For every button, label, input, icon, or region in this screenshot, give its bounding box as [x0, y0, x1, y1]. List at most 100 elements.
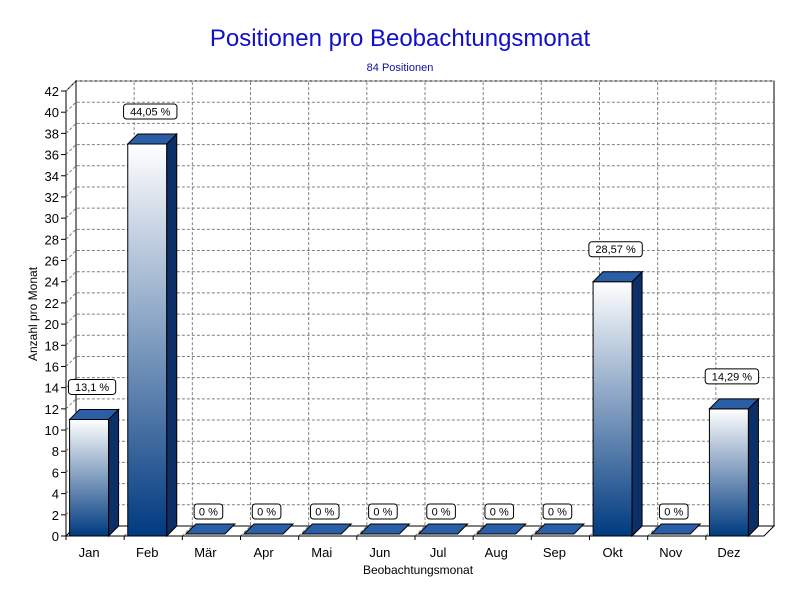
grid-line-vertical — [298, 81, 310, 537]
y-tick-label: 0 — [52, 529, 59, 544]
data-label-Sep: 0 % — [542, 503, 573, 520]
bar-Mär — [184, 523, 237, 535]
data-label-Jul: 0 % — [426, 503, 456, 520]
bar-Feb — [126, 132, 178, 538]
data-label-Mär: 0 % — [193, 503, 224, 520]
data-label-text: 0 % — [199, 507, 218, 519]
x-tick-label: Dez — [717, 545, 740, 560]
bar-top — [533, 523, 586, 535]
data-label-box — [426, 503, 456, 520]
data-label-text: 0 % — [664, 507, 683, 519]
data-label-box — [484, 503, 515, 520]
bar-top — [301, 523, 353, 535]
bar-Dez — [708, 397, 760, 538]
bar-top — [417, 523, 469, 535]
bar-top — [708, 398, 760, 410]
grid-line-vertical — [530, 81, 542, 537]
x-tick-label: Jun — [369, 545, 390, 560]
data-label-Nov: 0 % — [658, 503, 689, 520]
data-label-box — [67, 378, 117, 395]
bar-top — [242, 523, 295, 535]
bar-front — [708, 408, 749, 537]
y-tick-label: 42 — [45, 84, 59, 99]
x-axis-label: Beobachtungsmonat — [363, 563, 474, 577]
bar-front — [127, 143, 168, 537]
bar-Jan — [68, 408, 120, 538]
data-label-box — [193, 503, 224, 520]
bar-side — [631, 270, 643, 538]
y-tick-label: 18 — [45, 338, 59, 353]
bar-Sep — [533, 523, 586, 535]
data-label-text: 44,05 % — [130, 106, 171, 118]
data-label-box — [251, 503, 282, 520]
bar-Mai — [301, 523, 353, 535]
grid-line-vertical — [472, 81, 484, 537]
data-label-box — [123, 103, 178, 120]
y-tick-label: 36 — [45, 148, 59, 163]
data-label-text: 28,57 % — [595, 244, 636, 256]
data-label-Aug: 0 % — [484, 503, 515, 520]
bar-front — [592, 281, 633, 537]
y-tick-label: 26 — [45, 254, 59, 269]
data-label-Jan: 13,1 % — [67, 378, 117, 395]
x-tick-label: Aug — [485, 545, 508, 560]
bar-Okt — [591, 270, 644, 538]
x-tick-label: Mai — [311, 545, 332, 560]
bar-front — [69, 418, 110, 537]
bar-top — [359, 523, 411, 535]
grid-lines — [65, 80, 774, 537]
x-tick-label: Okt — [602, 545, 623, 560]
data-label-box — [658, 503, 689, 520]
data-label-Feb: 44,05 % — [123, 103, 178, 120]
grid-line-vertical — [181, 81, 193, 537]
bars — [68, 132, 760, 538]
y-tick-label: 10 — [45, 423, 59, 438]
chart-title: Positionen pro Beobachtungsmonat — [210, 25, 591, 52]
data-label-text: 0 % — [490, 507, 509, 519]
data-label-box — [309, 503, 340, 520]
data-labels: 13,1 % 44,05 % 0 % 0 % 0 % 0 % 0 % 0 % 0 % 28,57 … — [67, 103, 760, 520]
y-tick-label: 38 — [45, 126, 59, 141]
data-label-box — [368, 503, 398, 520]
y-tick-label: 40 — [45, 105, 59, 120]
data-label-box — [588, 241, 643, 258]
y-tick-label: 8 — [52, 444, 59, 459]
bar-side — [166, 132, 178, 538]
bar-side — [747, 397, 759, 538]
grid-line-vertical — [414, 81, 426, 537]
y-tick-label: 14 — [45, 381, 59, 396]
x-tick-label: Sep — [543, 545, 566, 560]
y-tick-label: 6 — [52, 465, 59, 480]
bar-top — [68, 408, 120, 420]
data-label-box — [704, 368, 760, 385]
data-label-Apr: 0 % — [251, 503, 282, 520]
bar-side — [108, 408, 120, 538]
x-tick-label: Jan — [79, 545, 100, 560]
y-tick-label: 12 — [45, 402, 59, 417]
grid-line-vertical — [589, 81, 600, 537]
y-tick-label: 32 — [45, 190, 59, 205]
data-label-text: 0 % — [373, 507, 392, 519]
data-label-text: 0 % — [257, 507, 276, 519]
chart-subtitle: 84 Positionen — [367, 62, 434, 74]
data-label-Dez: 14,29 % — [704, 368, 760, 385]
y-tick-label: 30 — [45, 211, 59, 226]
x-tick-label: Mär — [194, 545, 217, 560]
y-axis-label: Anzahl pro Monat — [26, 266, 40, 361]
y-tick-label: 34 — [45, 169, 59, 184]
bar-top — [184, 523, 237, 535]
bar-top — [126, 133, 178, 145]
y-tick-label: 16 — [45, 359, 59, 374]
bar-top — [591, 271, 644, 283]
y-tick-label: 4 — [52, 487, 59, 502]
bar-Aug — [475, 523, 527, 535]
x-tick-label: Jul — [430, 545, 447, 560]
data-label-text: 13,1 % — [75, 382, 109, 394]
data-label-text: 0 % — [315, 507, 334, 519]
data-label-text: 0 % — [548, 507, 567, 519]
data-label-Okt: 28,57 % — [588, 241, 643, 258]
bar-Apr — [242, 523, 295, 535]
x-axis-ticks: Jan Feb Mär Apr Mai Jun Jul Aug Sep Okt Nov Dez — [65, 536, 740, 560]
